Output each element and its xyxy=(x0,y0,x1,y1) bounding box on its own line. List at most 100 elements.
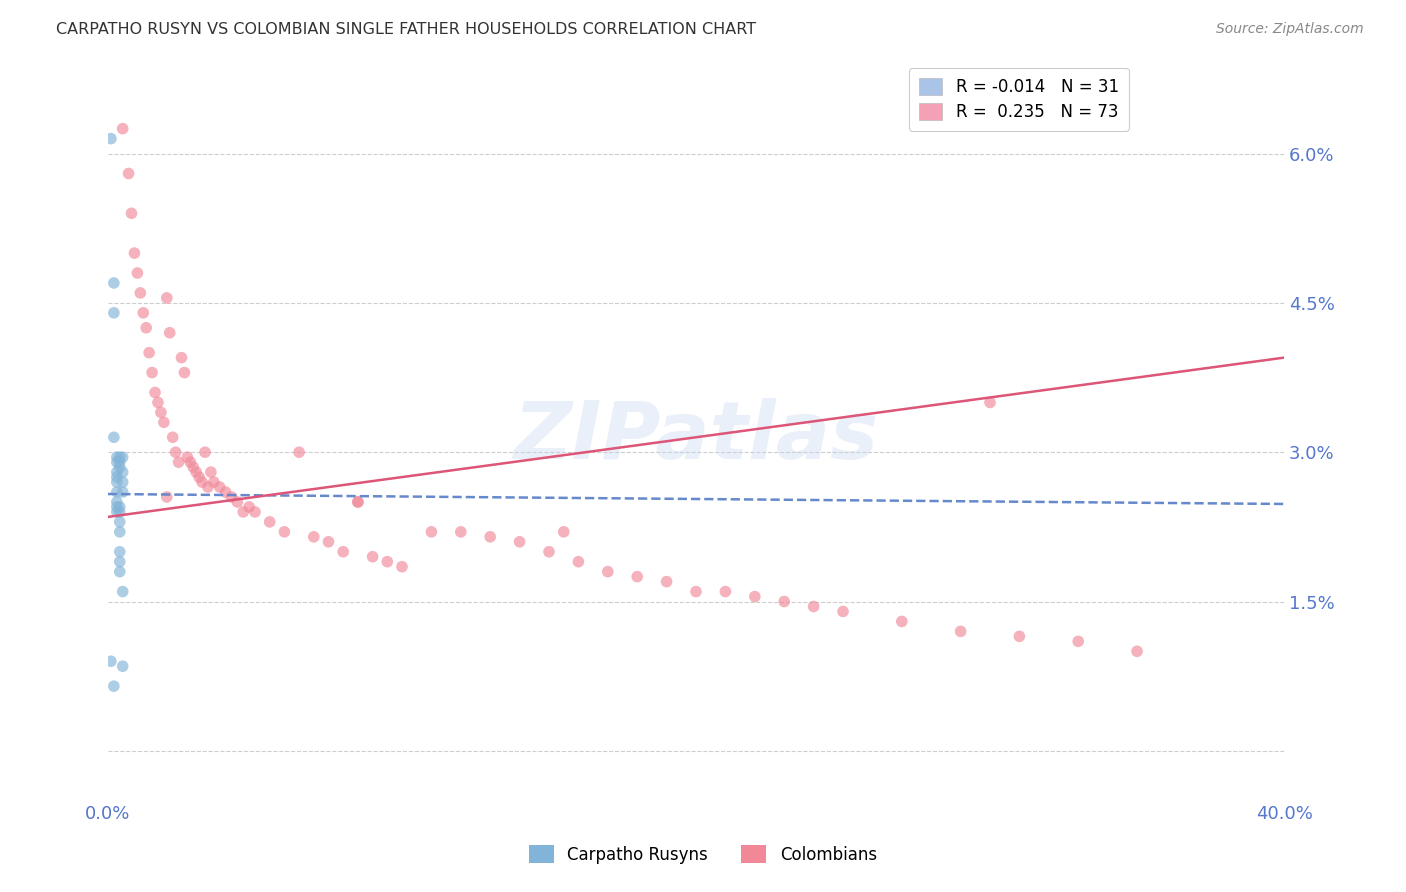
Point xyxy=(108,450,131,465)
Point xyxy=(685,584,707,599)
Point xyxy=(347,495,370,509)
Point xyxy=(108,565,131,579)
Point xyxy=(167,455,190,469)
Point xyxy=(127,266,149,280)
Point xyxy=(173,366,195,380)
Point xyxy=(232,505,254,519)
Point xyxy=(188,470,211,484)
Point xyxy=(238,500,260,514)
Point xyxy=(259,515,281,529)
Point xyxy=(135,320,157,334)
Point xyxy=(149,405,172,419)
Point xyxy=(105,455,128,469)
Point xyxy=(105,475,128,489)
Point xyxy=(165,445,187,459)
Point xyxy=(655,574,678,589)
Point xyxy=(375,555,398,569)
Point xyxy=(117,166,139,180)
Point xyxy=(100,131,122,145)
Point xyxy=(273,524,295,539)
Point xyxy=(420,524,443,539)
Point xyxy=(450,524,472,539)
Point xyxy=(121,206,143,220)
Point xyxy=(103,306,125,320)
Point xyxy=(194,445,217,459)
Point xyxy=(553,524,575,539)
Point xyxy=(124,246,146,260)
Point xyxy=(200,465,222,479)
Point xyxy=(143,385,166,400)
Point xyxy=(714,584,737,599)
Point xyxy=(108,545,131,559)
Point xyxy=(105,470,128,484)
Text: CARPATHO RUSYN VS COLOMBIAN SINGLE FATHER HOUSEHOLDS CORRELATION CHART: CARPATHO RUSYN VS COLOMBIAN SINGLE FATHE… xyxy=(56,22,756,37)
Point xyxy=(108,500,131,514)
Point xyxy=(141,366,163,380)
Point xyxy=(108,505,131,519)
Point xyxy=(105,505,128,519)
Point xyxy=(1008,629,1031,643)
Point xyxy=(1126,644,1149,658)
Point xyxy=(979,395,1001,409)
Point xyxy=(105,450,128,465)
Point xyxy=(108,460,131,475)
Point xyxy=(1067,634,1090,648)
Point xyxy=(108,515,131,529)
Point xyxy=(146,395,169,409)
Point xyxy=(567,555,589,569)
Point xyxy=(179,455,201,469)
Point xyxy=(596,565,619,579)
Point xyxy=(186,465,208,479)
Point xyxy=(391,559,413,574)
Point xyxy=(100,654,122,668)
Point xyxy=(202,475,225,489)
Point xyxy=(156,291,179,305)
Point xyxy=(103,430,125,444)
Point xyxy=(197,480,219,494)
Point xyxy=(156,490,179,504)
Point xyxy=(108,524,131,539)
Text: Source: ZipAtlas.com: Source: ZipAtlas.com xyxy=(1216,22,1364,37)
Point xyxy=(626,569,648,583)
Point xyxy=(111,485,134,500)
Point xyxy=(170,351,193,365)
Point xyxy=(208,480,231,494)
Legend: Carpatho Rusyns, Colombians: Carpatho Rusyns, Colombians xyxy=(523,838,883,871)
Point xyxy=(132,306,155,320)
Point xyxy=(949,624,972,639)
Point xyxy=(361,549,384,564)
Point xyxy=(288,445,311,459)
Point xyxy=(479,530,502,544)
Point xyxy=(803,599,825,614)
Point xyxy=(111,659,134,673)
Point xyxy=(103,276,125,290)
Point xyxy=(214,485,236,500)
Point xyxy=(243,505,266,519)
Point xyxy=(105,495,128,509)
Point xyxy=(226,495,249,509)
Point xyxy=(111,121,134,136)
Point xyxy=(162,430,184,444)
Point xyxy=(108,455,131,469)
Point xyxy=(105,485,128,500)
Point xyxy=(129,285,152,300)
Point xyxy=(537,545,560,559)
Point xyxy=(347,495,370,509)
Point xyxy=(111,450,134,465)
Point xyxy=(890,615,912,629)
Legend: R = -0.014   N = 31, R =  0.235   N = 73: R = -0.014 N = 31, R = 0.235 N = 73 xyxy=(908,68,1129,131)
Point xyxy=(181,460,204,475)
Point xyxy=(773,594,796,608)
Point xyxy=(105,500,128,514)
Point xyxy=(832,605,855,619)
Point xyxy=(111,584,134,599)
Point xyxy=(138,345,160,359)
Point xyxy=(302,530,325,544)
Point xyxy=(332,545,354,559)
Point xyxy=(744,590,766,604)
Text: ZIPatlas: ZIPatlas xyxy=(513,398,879,476)
Point xyxy=(176,450,198,465)
Point xyxy=(221,490,243,504)
Point xyxy=(103,679,125,693)
Point xyxy=(159,326,181,340)
